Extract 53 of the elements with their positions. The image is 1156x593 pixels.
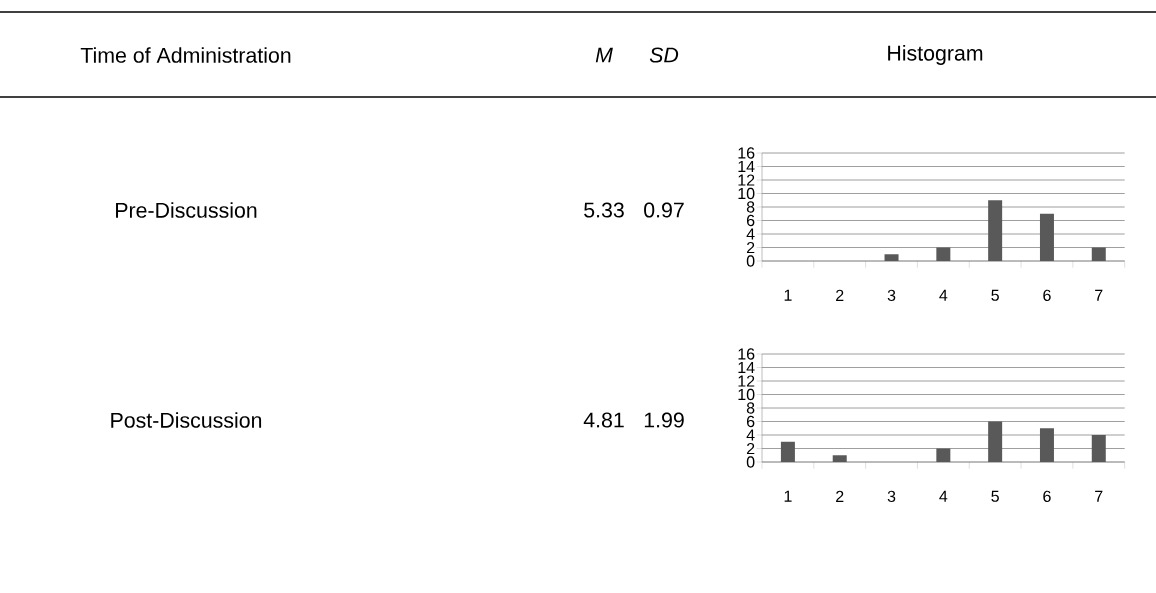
y-tick-label: 8 <box>746 402 755 414</box>
bar <box>936 247 951 262</box>
y-tick-label: 12 <box>738 174 755 186</box>
bar <box>988 421 1003 463</box>
text: 0.97 <box>644 202 684 218</box>
y-tick-label: 6 <box>746 214 755 227</box>
x-tick-label: 5 <box>991 490 999 502</box>
text: Time of Administration <box>80 47 291 63</box>
text: Post-Discussion <box>111 412 262 428</box>
y-tick-label: 2 <box>746 442 755 455</box>
x-tick-label: 3 <box>887 289 896 302</box>
x-tick-label: 7 <box>1095 289 1103 301</box>
x-tick-label: 6 <box>1043 490 1051 503</box>
y-tick-label: 4 <box>746 228 755 240</box>
y-tick-label: 8 <box>746 201 755 213</box>
text: M <box>595 47 613 63</box>
y-tick-label: 16 <box>738 348 755 360</box>
bar <box>780 441 795 463</box>
y-tick-label: 4 <box>746 429 755 441</box>
y-tick-label: 10 <box>738 388 755 401</box>
bar <box>936 448 951 463</box>
x-tick-label: 6 <box>1043 289 1051 302</box>
x-tick-label: 2 <box>836 289 844 301</box>
y-tick-label: 16 <box>738 147 755 159</box>
y-tick-label: 0 <box>746 255 755 267</box>
bar <box>1039 213 1054 262</box>
y-tick-label: 14 <box>738 362 755 374</box>
x-tick-label: 1 <box>784 289 792 301</box>
y-tick-label: 10 <box>738 187 755 200</box>
text: 1.99 <box>644 412 684 428</box>
text: 4.81 <box>583 412 624 428</box>
y-tick-label: 14 <box>738 161 755 173</box>
x-tick-label: 3 <box>887 490 896 503</box>
text: SD <box>649 47 679 63</box>
x-tick-label: 1 <box>784 490 792 502</box>
x-tick-label: 4 <box>939 289 948 301</box>
x-tick-label: 2 <box>836 490 844 502</box>
y-tick-label: 6 <box>746 415 755 428</box>
x-tick-label: 7 <box>1095 490 1103 502</box>
text: 5.33 <box>584 202 624 218</box>
x-tick-label: 5 <box>991 289 999 301</box>
bar <box>1039 428 1054 463</box>
bar <box>988 200 1003 262</box>
text: Histogram <box>888 45 983 65</box>
x-tick-label: 4 <box>939 490 948 502</box>
y-tick-label: 12 <box>738 375 755 387</box>
y-tick-label: 0 <box>746 456 755 468</box>
y-tick-label: 2 <box>746 241 755 254</box>
text: Pre-Discussion <box>116 202 257 218</box>
bar <box>1091 435 1106 463</box>
bar <box>884 254 899 262</box>
bar <box>832 455 847 463</box>
bar <box>1091 247 1106 262</box>
